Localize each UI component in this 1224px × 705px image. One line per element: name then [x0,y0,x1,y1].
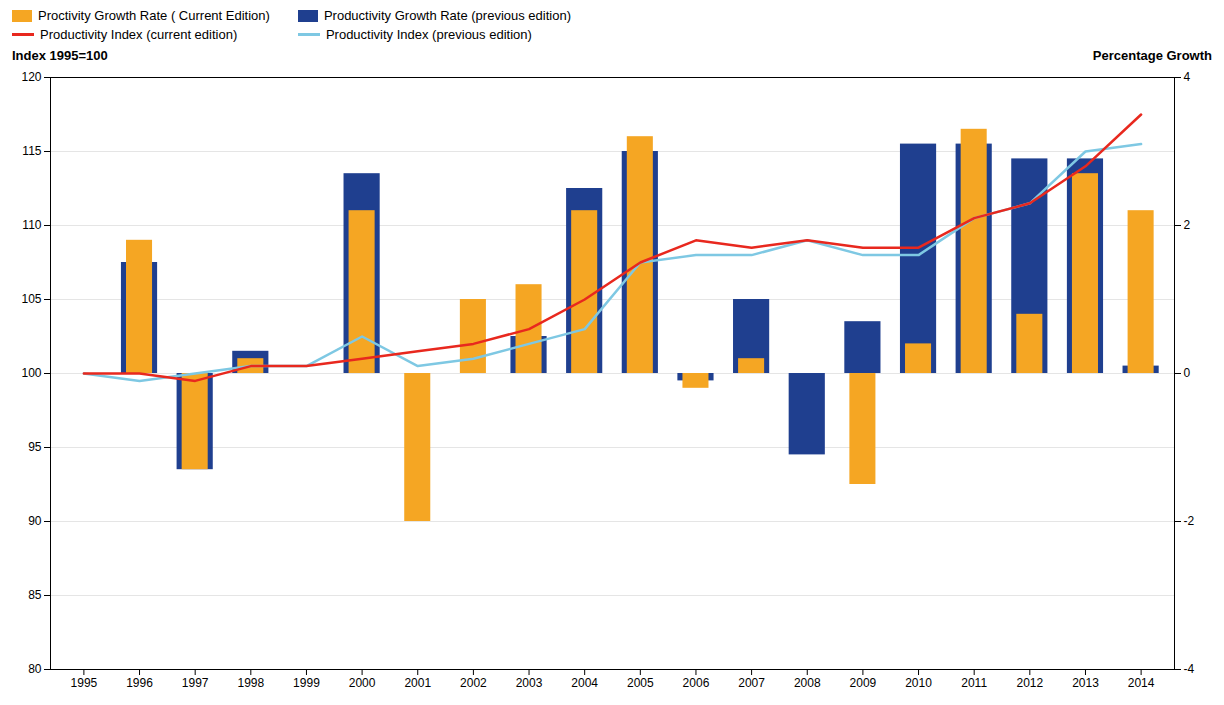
svg-text:2008: 2008 [794,676,821,690]
svg-text:2009: 2009 [850,676,877,690]
svg-text:2005: 2005 [627,676,654,690]
svg-text:2007: 2007 [738,676,765,690]
svg-text:-4: -4 [1184,662,1195,676]
svg-text:2011: 2011 [961,676,987,690]
svg-text:2012: 2012 [1016,676,1043,690]
svg-text:2006: 2006 [683,676,710,690]
html-text:Productivity Growth Rate (prev: Productivity Growth Rate (previous editi… [323,8,571,23]
svg-text:85: 85 [28,588,42,602]
svg-text:120: 120 [21,70,41,84]
svg-text:2003: 2003 [516,676,543,690]
svg-text:90: 90 [28,514,42,528]
svg-text:2002: 2002 [460,676,487,690]
html-text:Productivity Index (current ed: Productivity Index (current edition) [40,27,238,42]
svg-text:2013: 2013 [1072,676,1099,690]
svg-text:2: 2 [1184,218,1191,232]
html-text:Productivity Index (previous e: Productivity Index (previous edition) [325,27,532,42]
svg-text:80: 80 [28,662,42,676]
svg-text:1995: 1995 [71,676,98,690]
svg-text:110: 110 [22,218,41,232]
svg-text:2010: 2010 [905,676,932,690]
svg-text:4: 4 [1184,70,1191,84]
svg-text:2000: 2000 [349,676,376,690]
svg-text:-2: -2 [1184,514,1195,528]
svg-text:1999: 1999 [293,676,320,690]
svg-text:2001: 2001 [404,676,431,690]
svg-text:0: 0 [1184,366,1191,380]
svg-text:95: 95 [28,440,42,454]
html-text:Proctivity Growth Rate ( Curre: Proctivity Growth Rate ( Current Edition… [38,8,270,23]
svg-text:1996: 1996 [126,676,153,690]
svg-text:1998: 1998 [237,676,264,690]
svg-text:115: 115 [22,144,41,158]
svg-text:100: 100 [21,366,41,380]
html-text:Percentage Growth: Percentage Growth [1092,48,1212,63]
svg-text:1997: 1997 [182,676,209,690]
html-text:Index 1995=100: Index 1995=100 [12,48,108,63]
svg-text:105: 105 [21,292,41,306]
svg-text:2014: 2014 [1128,676,1155,690]
svg-text:2004: 2004 [571,676,598,690]
